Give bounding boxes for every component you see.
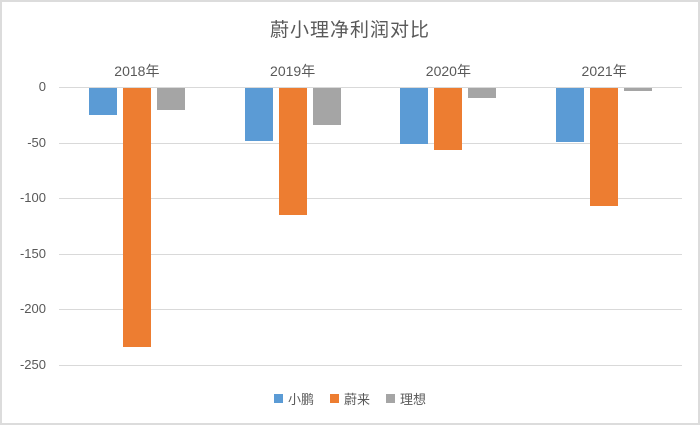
gridline <box>59 87 682 88</box>
gridline <box>59 142 682 144</box>
legend-item-2: 理想 <box>386 389 426 408</box>
legend-item-0: 小鹏 <box>273 389 314 408</box>
bar-series-1-cat-2 <box>434 88 463 151</box>
bar-series-1-cat-3 <box>590 88 619 206</box>
category-label: 2019年 <box>270 63 316 79</box>
bar-series-1-cat-1 <box>278 88 307 215</box>
legend-swatch-icon <box>329 394 339 403</box>
gridline <box>59 365 682 366</box>
bar-series-0-cat-3 <box>556 88 585 143</box>
y-axis-tick-label: -150 <box>19 245 46 261</box>
bar-series-0-cat-1 <box>244 88 273 142</box>
category-label: 2020年 <box>425 63 471 79</box>
legend: 小鹏 蔚来 理想 <box>2 389 698 408</box>
bar-series-2-cat-2 <box>468 88 497 98</box>
bar-series-2-cat-1 <box>312 88 341 125</box>
y-axis-tick-label: -100 <box>19 190 46 206</box>
gridline <box>59 309 682 311</box>
gridline <box>59 198 682 200</box>
legend-swatch-icon <box>273 394 283 403</box>
legend-label: 小鹏 <box>287 392 314 407</box>
gridline <box>59 253 682 255</box>
y-axis-tick-label: -250 <box>19 357 46 372</box>
bar-series-1-cat-0 <box>122 88 151 348</box>
category-label: 2021年 <box>581 63 627 79</box>
y-axis-tick-label: -50 <box>27 134 46 150</box>
bar-series-2-cat-3 <box>624 88 653 92</box>
legend-label: 理想 <box>400 392 427 407</box>
legend-label: 蔚来 <box>343 392 370 407</box>
y-axis-tick-label: 0 <box>38 79 46 94</box>
chart-title: 蔚小理净利润对比 <box>269 20 430 41</box>
plot-area <box>59 87 682 366</box>
bar-series-0-cat-2 <box>400 88 429 144</box>
bar-series-0-cat-0 <box>88 88 117 115</box>
legend-item-1: 蔚来 <box>329 389 370 408</box>
y-axis-tick-label: -200 <box>19 301 46 317</box>
category-label: 2018年 <box>114 63 160 79</box>
bar-series-2-cat-0 <box>156 88 185 111</box>
legend-swatch-icon <box>386 394 395 403</box>
